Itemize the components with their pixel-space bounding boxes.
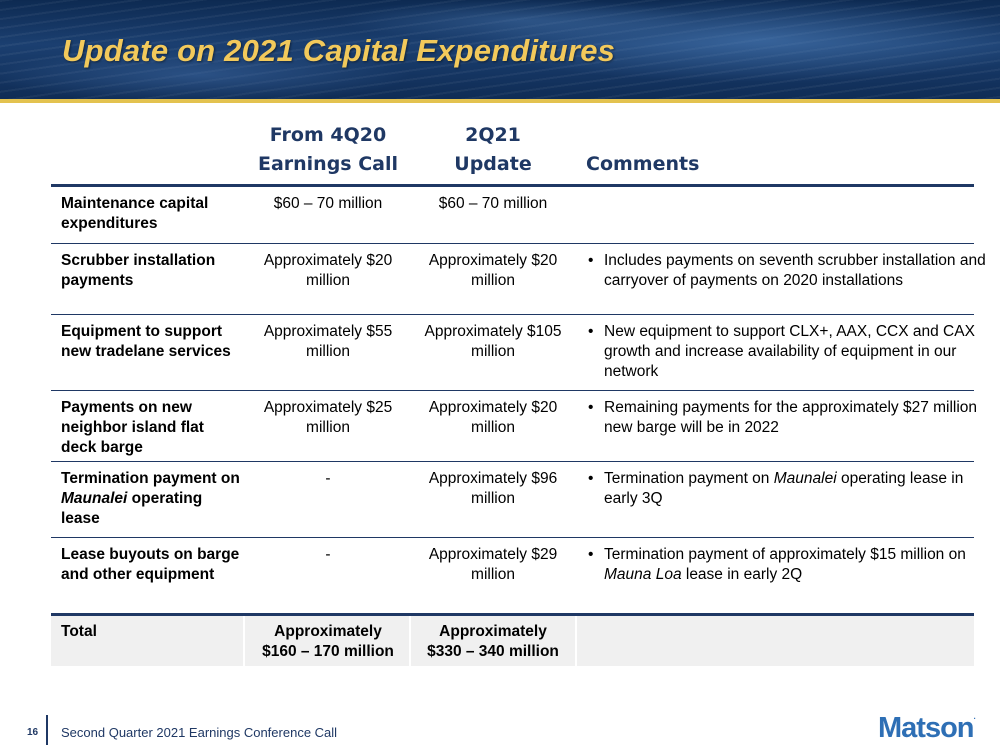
table-row: Equipment to support new tradelane servi… [51, 315, 975, 391]
row-comment: • Includes payments on seventh scrubber … [588, 252, 986, 289]
table-row: Maintenance capital expenditures $60 – 7… [51, 187, 974, 244]
header-comments: Comments [586, 153, 700, 175]
header-prior: From 4Q20 Earnings Call [257, 124, 399, 175]
total-row: Total Approximately $160 – 170 million A… [51, 613, 974, 666]
row-label: Scrubber installation payments [61, 252, 216, 289]
table-row: Lease buyouts on barge and other equipme… [51, 538, 974, 613]
header-update: 2Q21 Update [454, 124, 532, 175]
row-prior: $60 – 70 million [273, 195, 383, 212]
title-banner [0, 0, 1000, 103]
total-prior: Approximately $160 – 170 million [262, 623, 394, 660]
row-prior: - [325, 470, 331, 487]
row-label: Equipment to support new tradelane servi… [61, 323, 231, 360]
row-label: Lease buyouts on barge and other equipme… [61, 546, 240, 583]
row-label: Maintenance capital expenditures [61, 195, 209, 232]
bullet-icon: • [588, 470, 594, 487]
row-comment: • New equipment to support CLX+, AAX, CC… [588, 323, 975, 380]
row-update: Approximately $20 million [428, 399, 558, 436]
column-divider [409, 616, 411, 666]
column-divider [243, 616, 245, 666]
bullet-icon: • [588, 399, 594, 416]
table-row: Termination payment on Maunalei operatin… [51, 462, 974, 538]
row-update: Approximately $29 million [428, 546, 558, 583]
total-update: Approximately $330 – 340 million [427, 623, 559, 660]
row-update: $60 – 70 million [438, 195, 548, 212]
row-prior: - [325, 546, 331, 563]
page-number: 16 [27, 727, 39, 738]
row-update: Approximately $105 million [424, 323, 562, 360]
row-comment: • Termination payment on Maunalei operat… [588, 470, 964, 507]
table-row: Scrubber installation payments Approxima… [51, 244, 986, 315]
bullet-icon: • [588, 323, 594, 340]
table-header: From 4Q20 Earnings Call 2Q21 Update Comm… [51, 118, 974, 187]
slide-title: Update on 2021 Capital Expenditures [62, 33, 616, 68]
row-comment: • Termination payment of approximately $… [588, 546, 966, 583]
row-comment: • Remaining payments for the approximate… [588, 399, 978, 436]
row-label: Payments on new neighbor island flat dec… [61, 399, 204, 456]
footer-divider [46, 715, 48, 745]
capex-table: From 4Q20 Earnings Call 2Q21 Update Comm… [51, 118, 986, 666]
table-row: Payments on new neighbor island flat dec… [51, 391, 977, 462]
row-update: Approximately $20 million [428, 252, 558, 289]
footer-text: Second Quarter 2021 Earnings Conference … [61, 725, 338, 740]
row-prior: Approximately $25 million [263, 399, 393, 436]
row-prior: Approximately $20 million [263, 252, 393, 289]
matson-logo: Matson. [878, 712, 976, 744]
row-update: Approximately $96 million [428, 470, 558, 507]
row-label: Termination payment on Maunalei operatin… [61, 470, 240, 527]
bullet-icon: • [588, 252, 594, 269]
column-divider [575, 616, 577, 666]
row-prior: Approximately $55 million [263, 323, 393, 360]
bullet-icon: • [588, 546, 594, 563]
total-label: Total [61, 623, 97, 640]
